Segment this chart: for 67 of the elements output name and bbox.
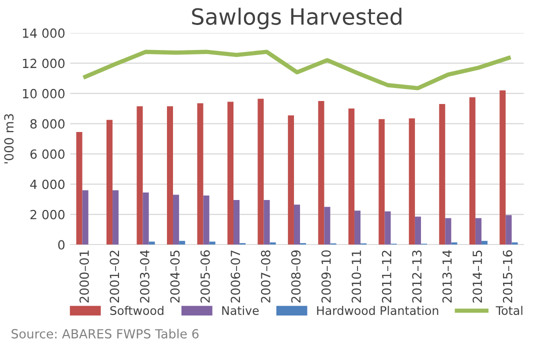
bar bbox=[258, 98, 264, 245]
bar bbox=[166, 106, 174, 245]
bar bbox=[378, 119, 385, 245]
bar bbox=[288, 115, 294, 245]
bar bbox=[148, 242, 155, 245]
y-axis-title: '000 m3 bbox=[4, 114, 14, 164]
bar bbox=[481, 240, 488, 245]
x-tick-label: 2008–09 bbox=[291, 250, 301, 303]
bar bbox=[197, 103, 204, 245]
x-tick-label: 2000–01 bbox=[79, 250, 89, 303]
bar bbox=[136, 106, 143, 245]
source-note: Source: ABARES FWPS Table 6 bbox=[12, 328, 199, 339]
x-tick-label: 2006–07 bbox=[230, 250, 240, 303]
bar bbox=[451, 242, 458, 245]
bar bbox=[324, 206, 330, 245]
x-tick-label: 2009–10 bbox=[321, 250, 331, 303]
x-tick-label: 2010–11 bbox=[352, 250, 362, 303]
bar bbox=[439, 104, 446, 245]
x-tick-label: 2011–12 bbox=[382, 250, 392, 303]
x-tick-label: 2004–05 bbox=[170, 250, 180, 303]
bar bbox=[512, 242, 518, 245]
bar bbox=[506, 215, 512, 245]
bar bbox=[318, 101, 324, 245]
y-tick-label: 12 000 bbox=[22, 58, 65, 68]
bar bbox=[264, 200, 270, 245]
bar bbox=[408, 118, 415, 245]
y-tick-label: 0 bbox=[58, 240, 65, 250]
bar bbox=[445, 218, 452, 245]
bar bbox=[112, 190, 119, 245]
legend-label: Total bbox=[496, 306, 522, 316]
bar bbox=[82, 190, 88, 245]
bar bbox=[179, 240, 186, 245]
y-tick-label: 6 000 bbox=[30, 149, 65, 159]
bar bbox=[173, 194, 180, 245]
legend-label: Softwood bbox=[110, 306, 164, 316]
chart-title: Sawlogs Harvested bbox=[192, 8, 402, 30]
y-tick-label: 2 000 bbox=[30, 210, 65, 220]
x-tick-label: 2005–06 bbox=[200, 250, 210, 303]
bar bbox=[414, 216, 421, 245]
bar bbox=[294, 204, 300, 245]
y-tick-label: 14 000 bbox=[22, 28, 65, 38]
bar bbox=[227, 102, 234, 245]
bar bbox=[384, 211, 391, 245]
bar bbox=[354, 210, 361, 245]
bar bbox=[233, 200, 240, 245]
bar bbox=[348, 108, 354, 245]
bar bbox=[106, 120, 113, 245]
y-tick-label: 4 000 bbox=[30, 180, 65, 190]
x-tick-label: 2015–16 bbox=[502, 250, 512, 303]
bar bbox=[469, 97, 476, 245]
x-tick-label: 2007–08 bbox=[260, 250, 270, 303]
y-tick-label: 8 000 bbox=[30, 119, 65, 129]
x-tick-label: 2013–14 bbox=[442, 250, 452, 303]
x-tick-label: 2012–13 bbox=[412, 250, 422, 303]
legend-label: Native bbox=[222, 306, 259, 316]
legend-label: Hardwood Plantation bbox=[317, 306, 438, 316]
bar bbox=[76, 132, 82, 245]
x-tick-label: 2014–15 bbox=[472, 250, 482, 303]
bar bbox=[475, 218, 482, 245]
bar bbox=[142, 192, 149, 245]
bar bbox=[209, 242, 216, 245]
x-tick-label: 2001–02 bbox=[110, 250, 120, 303]
bar bbox=[203, 195, 210, 245]
line-series bbox=[83, 50, 511, 90]
x-tick-label: 2003–04 bbox=[140, 250, 150, 303]
bar bbox=[500, 90, 506, 245]
y-tick-label: 10 000 bbox=[22, 88, 65, 98]
